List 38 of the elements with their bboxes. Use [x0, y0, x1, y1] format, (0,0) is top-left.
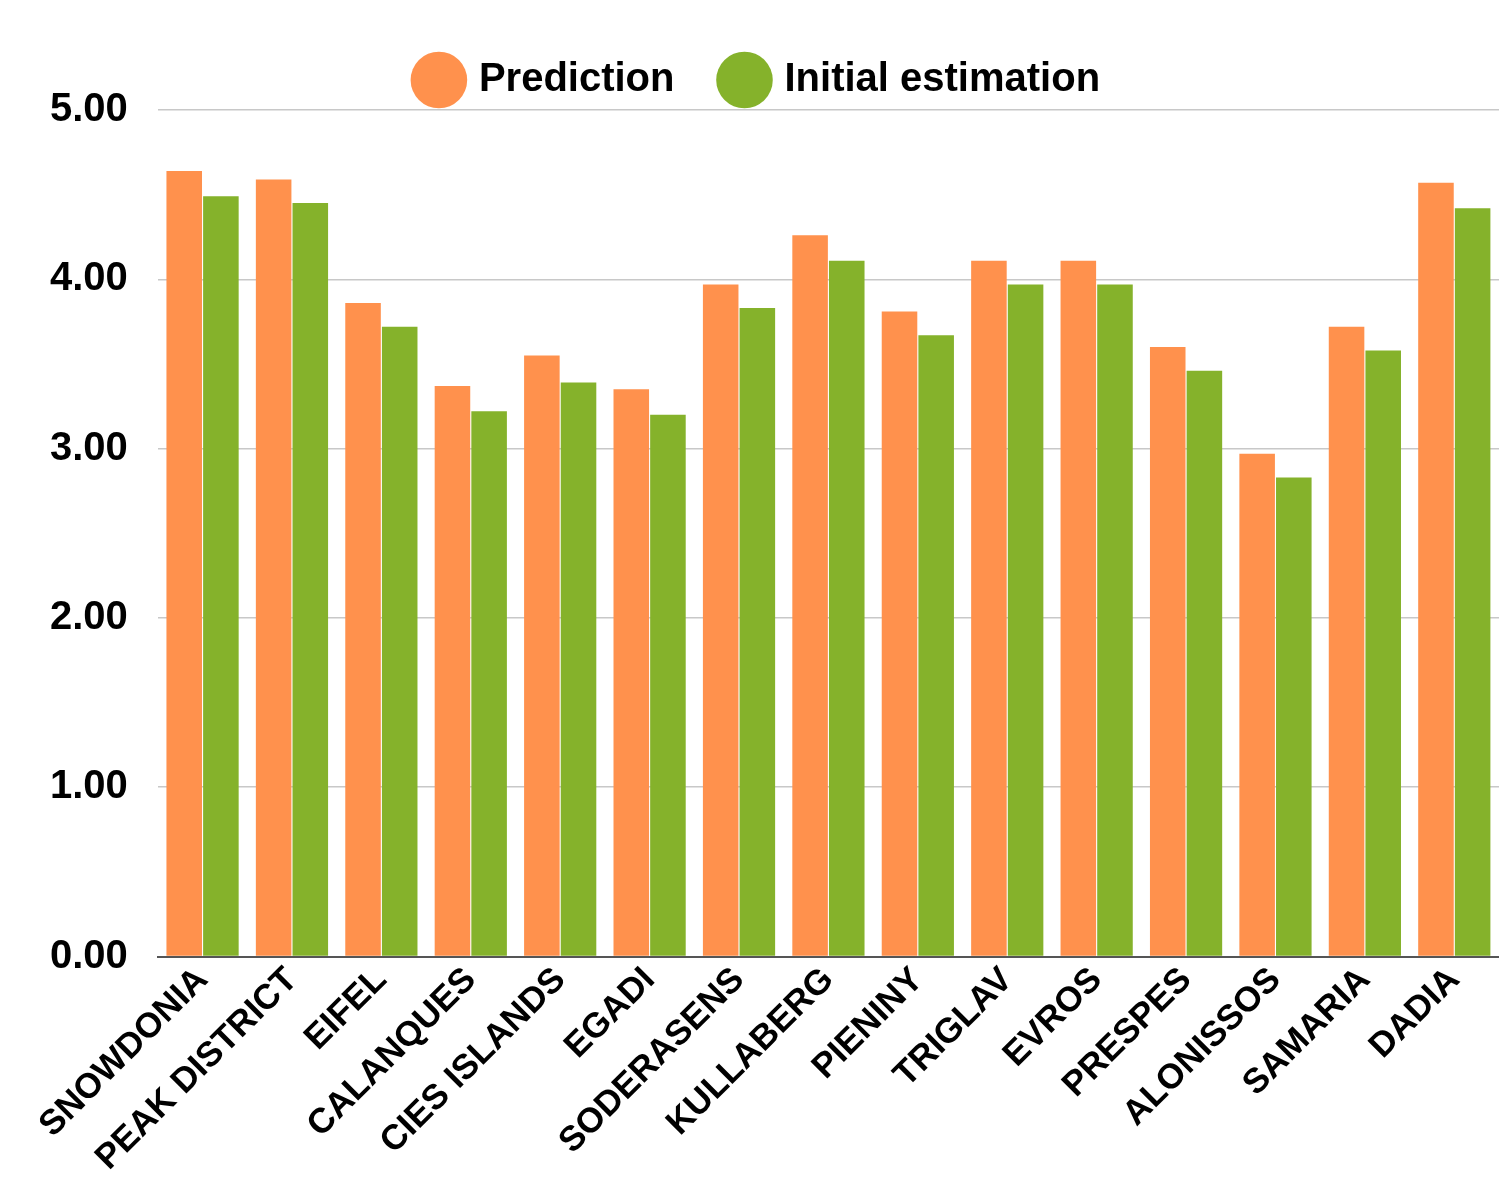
bar: [1007, 284, 1044, 956]
bar: [1454, 208, 1491, 956]
bar: [1365, 350, 1401, 956]
bar: [166, 170, 203, 956]
bar: [203, 196, 239, 956]
bar: [792, 235, 828, 956]
bar: [292, 203, 329, 956]
bar: [1418, 182, 1454, 956]
y-tick-label: 5.00: [49, 85, 128, 130]
bar: [1149, 347, 1186, 956]
bar: [434, 385, 471, 956]
bar: [255, 179, 292, 956]
bar: [345, 303, 381, 956]
bar: [881, 311, 918, 956]
legend-label: Prediction: [478, 55, 675, 100]
bar: [1328, 326, 1365, 956]
y-tick-label: 1.00: [49, 762, 128, 807]
y-tick-label: 0.00: [49, 931, 128, 976]
y-tick-label: 4.00: [49, 254, 128, 299]
bar: [560, 382, 597, 956]
bar: [918, 335, 954, 956]
bar: [739, 308, 776, 956]
bar: [613, 389, 650, 956]
legend-label: Initial estimation: [784, 55, 1101, 100]
bar: [971, 260, 1007, 956]
y-tick-label: 3.00: [49, 423, 128, 468]
bar: [471, 411, 507, 956]
bar: [1060, 260, 1097, 956]
bar: [1097, 284, 1133, 956]
bar: [1239, 453, 1275, 956]
bar: [828, 260, 865, 956]
bar: [1186, 370, 1223, 956]
bar: [381, 326, 418, 956]
bar: [702, 284, 739, 956]
bar: [650, 414, 686, 956]
bar: [524, 355, 560, 956]
bar: [1276, 477, 1312, 956]
y-tick-label: 2.00: [49, 592, 128, 637]
